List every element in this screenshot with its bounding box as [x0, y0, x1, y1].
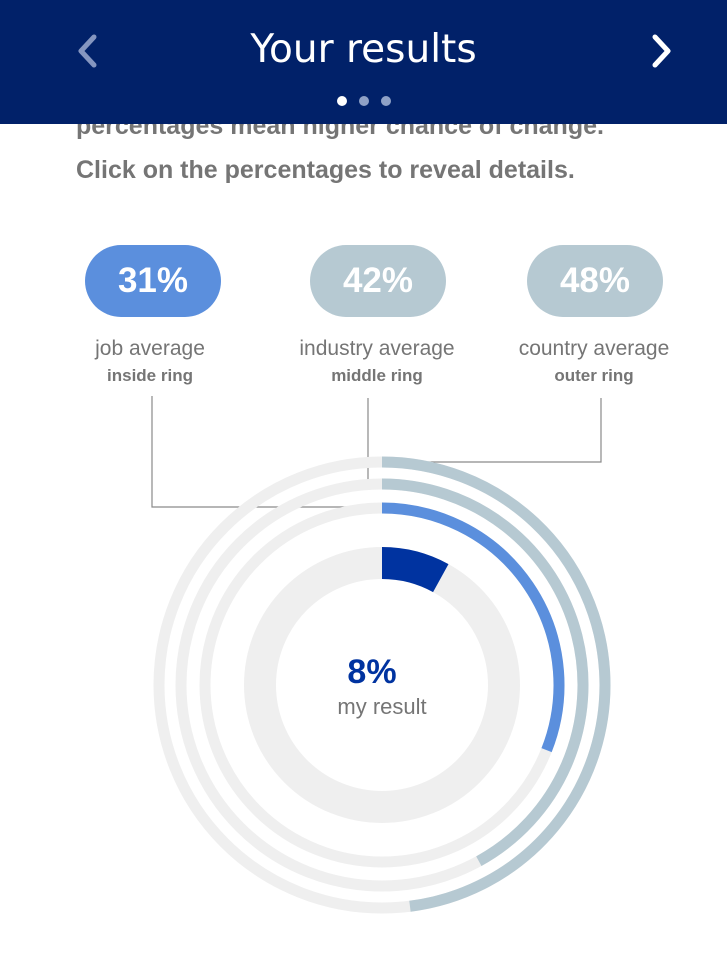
country-average-button[interactable]: 48% — [527, 245, 663, 317]
country-average-label: country average — [518, 337, 670, 360]
industry-average-ring-label: middle ring — [331, 366, 423, 385]
page-dot-1[interactable] — [336, 96, 347, 106]
page-indicator — [0, 96, 727, 106]
country-average-ring-arc — [381, 456, 611, 912]
chevron-left-icon — [78, 34, 97, 68]
job-average-connector — [151, 396, 382, 508]
my-result-label: my result — [337, 694, 427, 719]
industry-average-button[interactable]: 42% — [310, 245, 446, 317]
industry-average-ring-arc — [381, 478, 589, 866]
chevron-right-icon — [652, 34, 671, 68]
industry-average-connector — [367, 398, 382, 486]
job-average-ring-arc — [381, 502, 565, 753]
country-average-legend: country average outer ring — [500, 334, 688, 388]
job-average-label: job average — [95, 337, 205, 360]
previous-button[interactable] — [62, 26, 112, 76]
job-average-legend: job average inside ring — [60, 334, 240, 388]
country-average-connector — [382, 398, 602, 463]
intro-line: Click on the percentages to reveal detai… — [76, 156, 575, 184]
job-average-ring-label: inside ring — [107, 366, 193, 385]
header-bar: Your results — [0, 0, 727, 124]
country-average-ring-label: outer ring — [554, 366, 634, 385]
page-dot-2[interactable] — [358, 96, 369, 106]
page-dot-3[interactable] — [380, 96, 391, 106]
industry-average-label: industry average — [299, 337, 455, 360]
industry-average-legend: industry average middle ring — [277, 334, 477, 388]
next-button[interactable] — [637, 26, 687, 76]
page-title: Your results — [250, 27, 477, 72]
my-result-ring-arc — [381, 547, 449, 593]
job-average-button[interactable]: 31% — [85, 245, 221, 317]
my-result-value: 8% — [347, 653, 397, 691]
